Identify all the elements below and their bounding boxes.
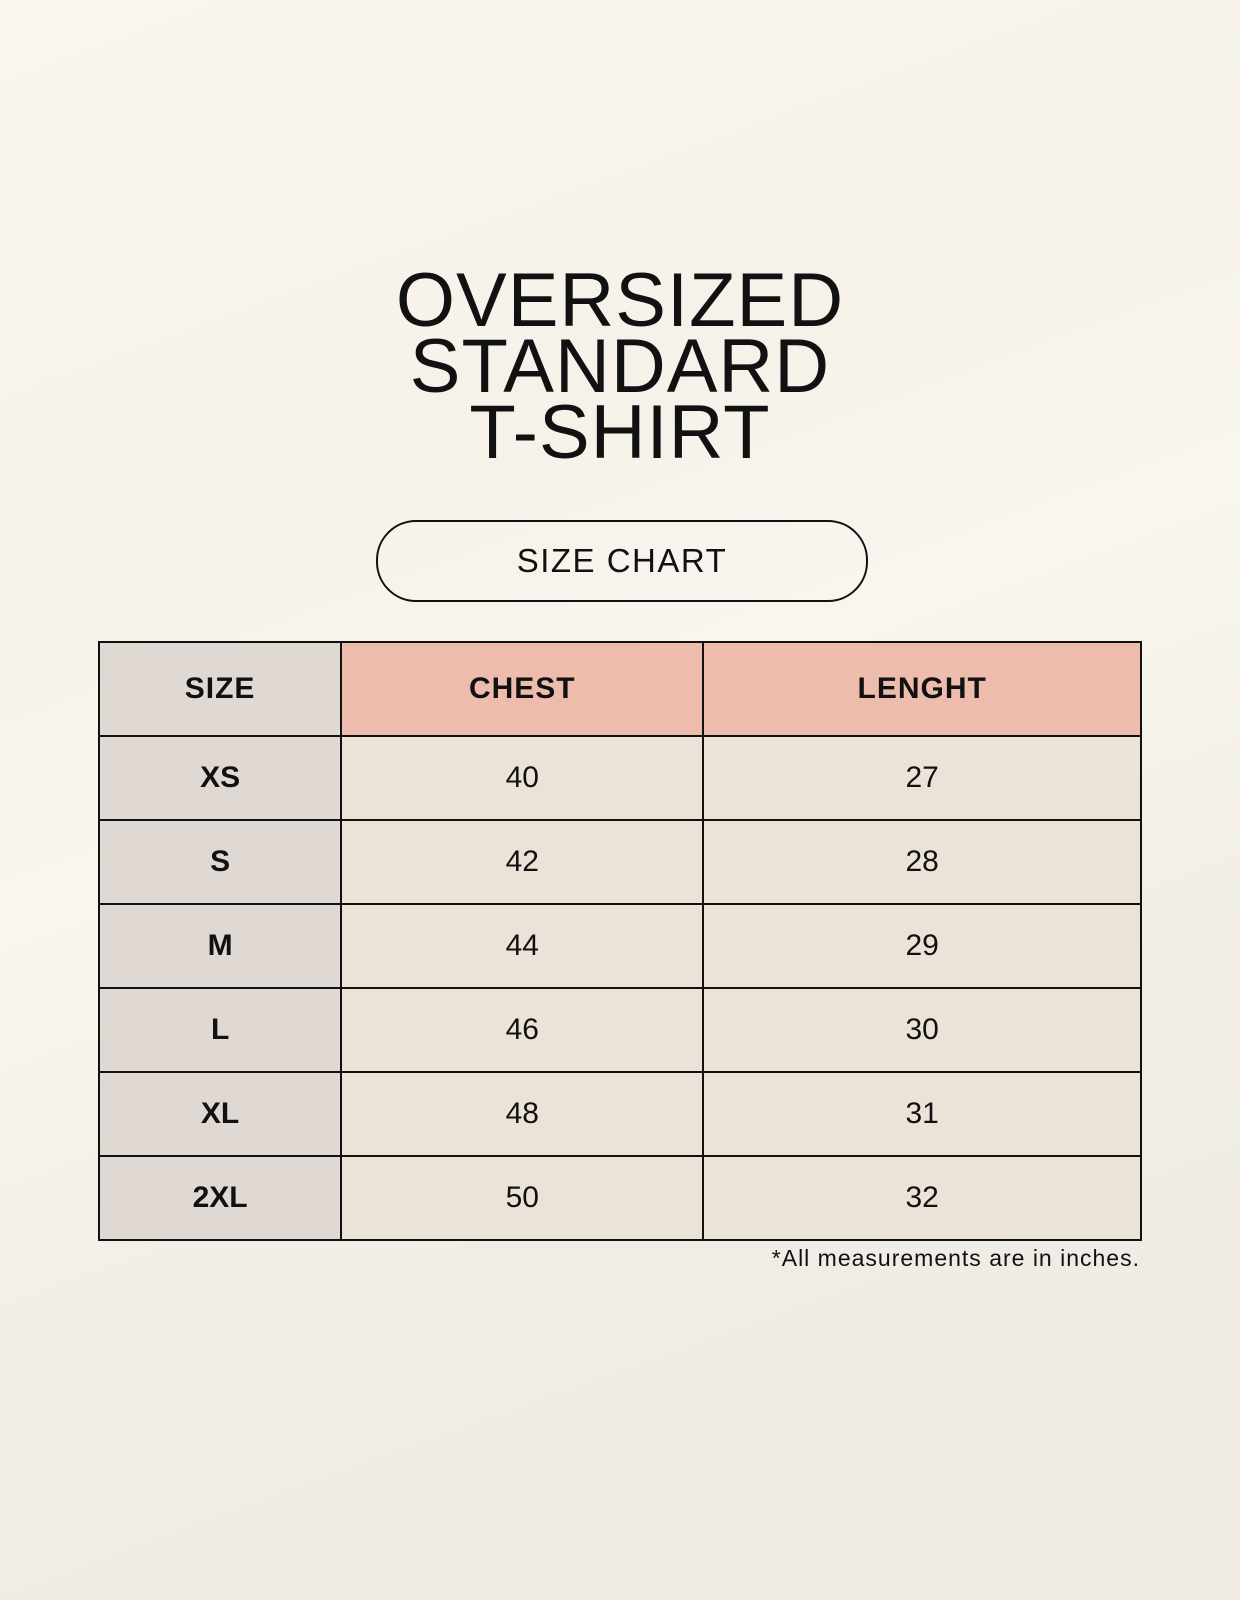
table-row: S 42 28 [97, 819, 1142, 905]
table-header-row: SIZE CHEST LENGHT [97, 641, 1142, 737]
title-line: OVERSIZED [395, 258, 845, 343]
page-title: OVERSIZED STANDARD T-SHIRT [0, 258, 1240, 475]
header-size: SIZE [97, 641, 343, 737]
length-cell: 31 [702, 1071, 1142, 1157]
length-cell: 29 [702, 903, 1142, 989]
size-cell: XS [97, 735, 343, 821]
size-chart-badge: SIZE CHART [376, 520, 868, 602]
table-row: L 46 30 [97, 987, 1142, 1073]
chest-cell: 42 [340, 819, 705, 905]
footnote: *All measurements are in inches. [771, 1245, 1140, 1271]
table-row: M 44 29 [97, 903, 1142, 989]
size-cell: XL [97, 1071, 343, 1157]
table-row: XL 48 31 [97, 1071, 1142, 1157]
chest-cell: 46 [340, 987, 705, 1073]
length-cell: 32 [702, 1155, 1142, 1241]
chest-cell: 48 [340, 1071, 705, 1157]
length-cell: 28 [702, 819, 1142, 905]
title-line: T-SHIRT [469, 390, 771, 475]
header-length: LENGHT [702, 641, 1142, 737]
size-table: SIZE CHEST LENGHT XS 40 27 S 42 28 M 44 29 L 46 30 X… [97, 641, 1142, 1241]
size-cell: L [97, 987, 343, 1073]
chest-cell: 44 [340, 903, 705, 989]
size-cell: 2XL [97, 1155, 343, 1241]
table-row: 2XL 50 32 [97, 1155, 1142, 1241]
length-cell: 27 [702, 735, 1142, 821]
length-cell: 30 [702, 987, 1142, 1073]
chest-cell: 40 [340, 735, 705, 821]
chest-cell: 50 [340, 1155, 705, 1241]
title-line: STANDARD [409, 324, 831, 409]
size-cell: S [97, 819, 343, 905]
header-chest: CHEST [340, 641, 705, 737]
size-cell: M [97, 903, 343, 989]
table-row: XS 40 27 [97, 735, 1142, 821]
